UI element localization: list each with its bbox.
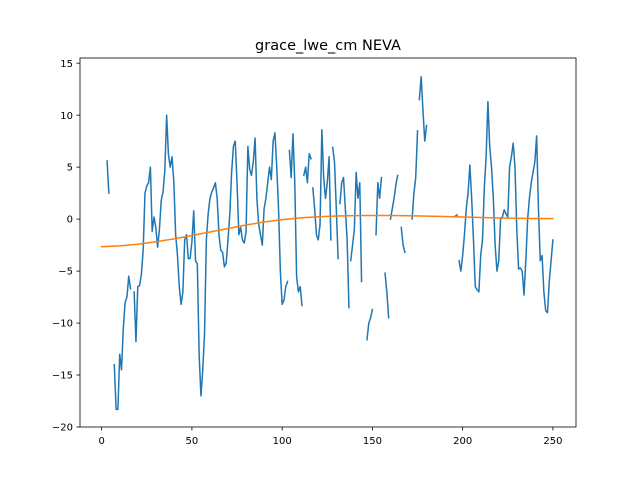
series-0-line-segment [339,176,350,309]
series-0-line-segment [389,174,399,220]
series-0 [106,75,554,411]
x-tick-label: 100 [273,436,292,447]
series-0-line-segment [331,146,339,260]
y-tick-label: 5 [67,163,73,174]
x-tick-label: 150 [363,436,382,447]
y-tick-label: −10 [52,319,73,330]
series-0-line-segment [411,129,419,220]
series-0-line-segment [349,171,363,283]
series-0-line-segment [458,100,554,314]
axes-layer: 0 50 100 150 200 250 −20 −15 −10 −5 0 5 10 15 [52,57,577,447]
series-0-line-segment [400,226,406,254]
series-0-line-segment [113,275,132,411]
series-layer [100,75,554,411]
series-0-line-segment [302,152,312,184]
series-0-line-segment [384,272,390,319]
x-tick-label: 0 [98,436,104,447]
x-tick-label: 200 [453,436,472,447]
y-tick-label: 15 [60,59,73,70]
series-0-line-segment [288,133,303,307]
y-tick-label: −5 [58,267,73,278]
chart-title: grace_lwe_cm NEVA [255,38,401,54]
y-tick-label: 10 [60,111,73,122]
series-0-line-segment [106,160,110,194]
series-1-line-segment [100,214,554,248]
series-0-line-segment [312,128,332,241]
series-1 [100,214,554,248]
x-tick-label: 50 [186,436,199,447]
series-0-line-segment [375,176,383,236]
y-tick-label: 0 [67,215,73,226]
x-tick-label: 250 [543,436,562,447]
series-0-line-segment [366,308,374,341]
series-0-line-segment [418,75,428,142]
series-0-line-segment [133,114,289,397]
y-tick-label: −20 [52,423,73,434]
series-0-line-segment [454,213,459,218]
axes-frame [79,57,577,428]
y-tick-label: −15 [52,371,73,382]
